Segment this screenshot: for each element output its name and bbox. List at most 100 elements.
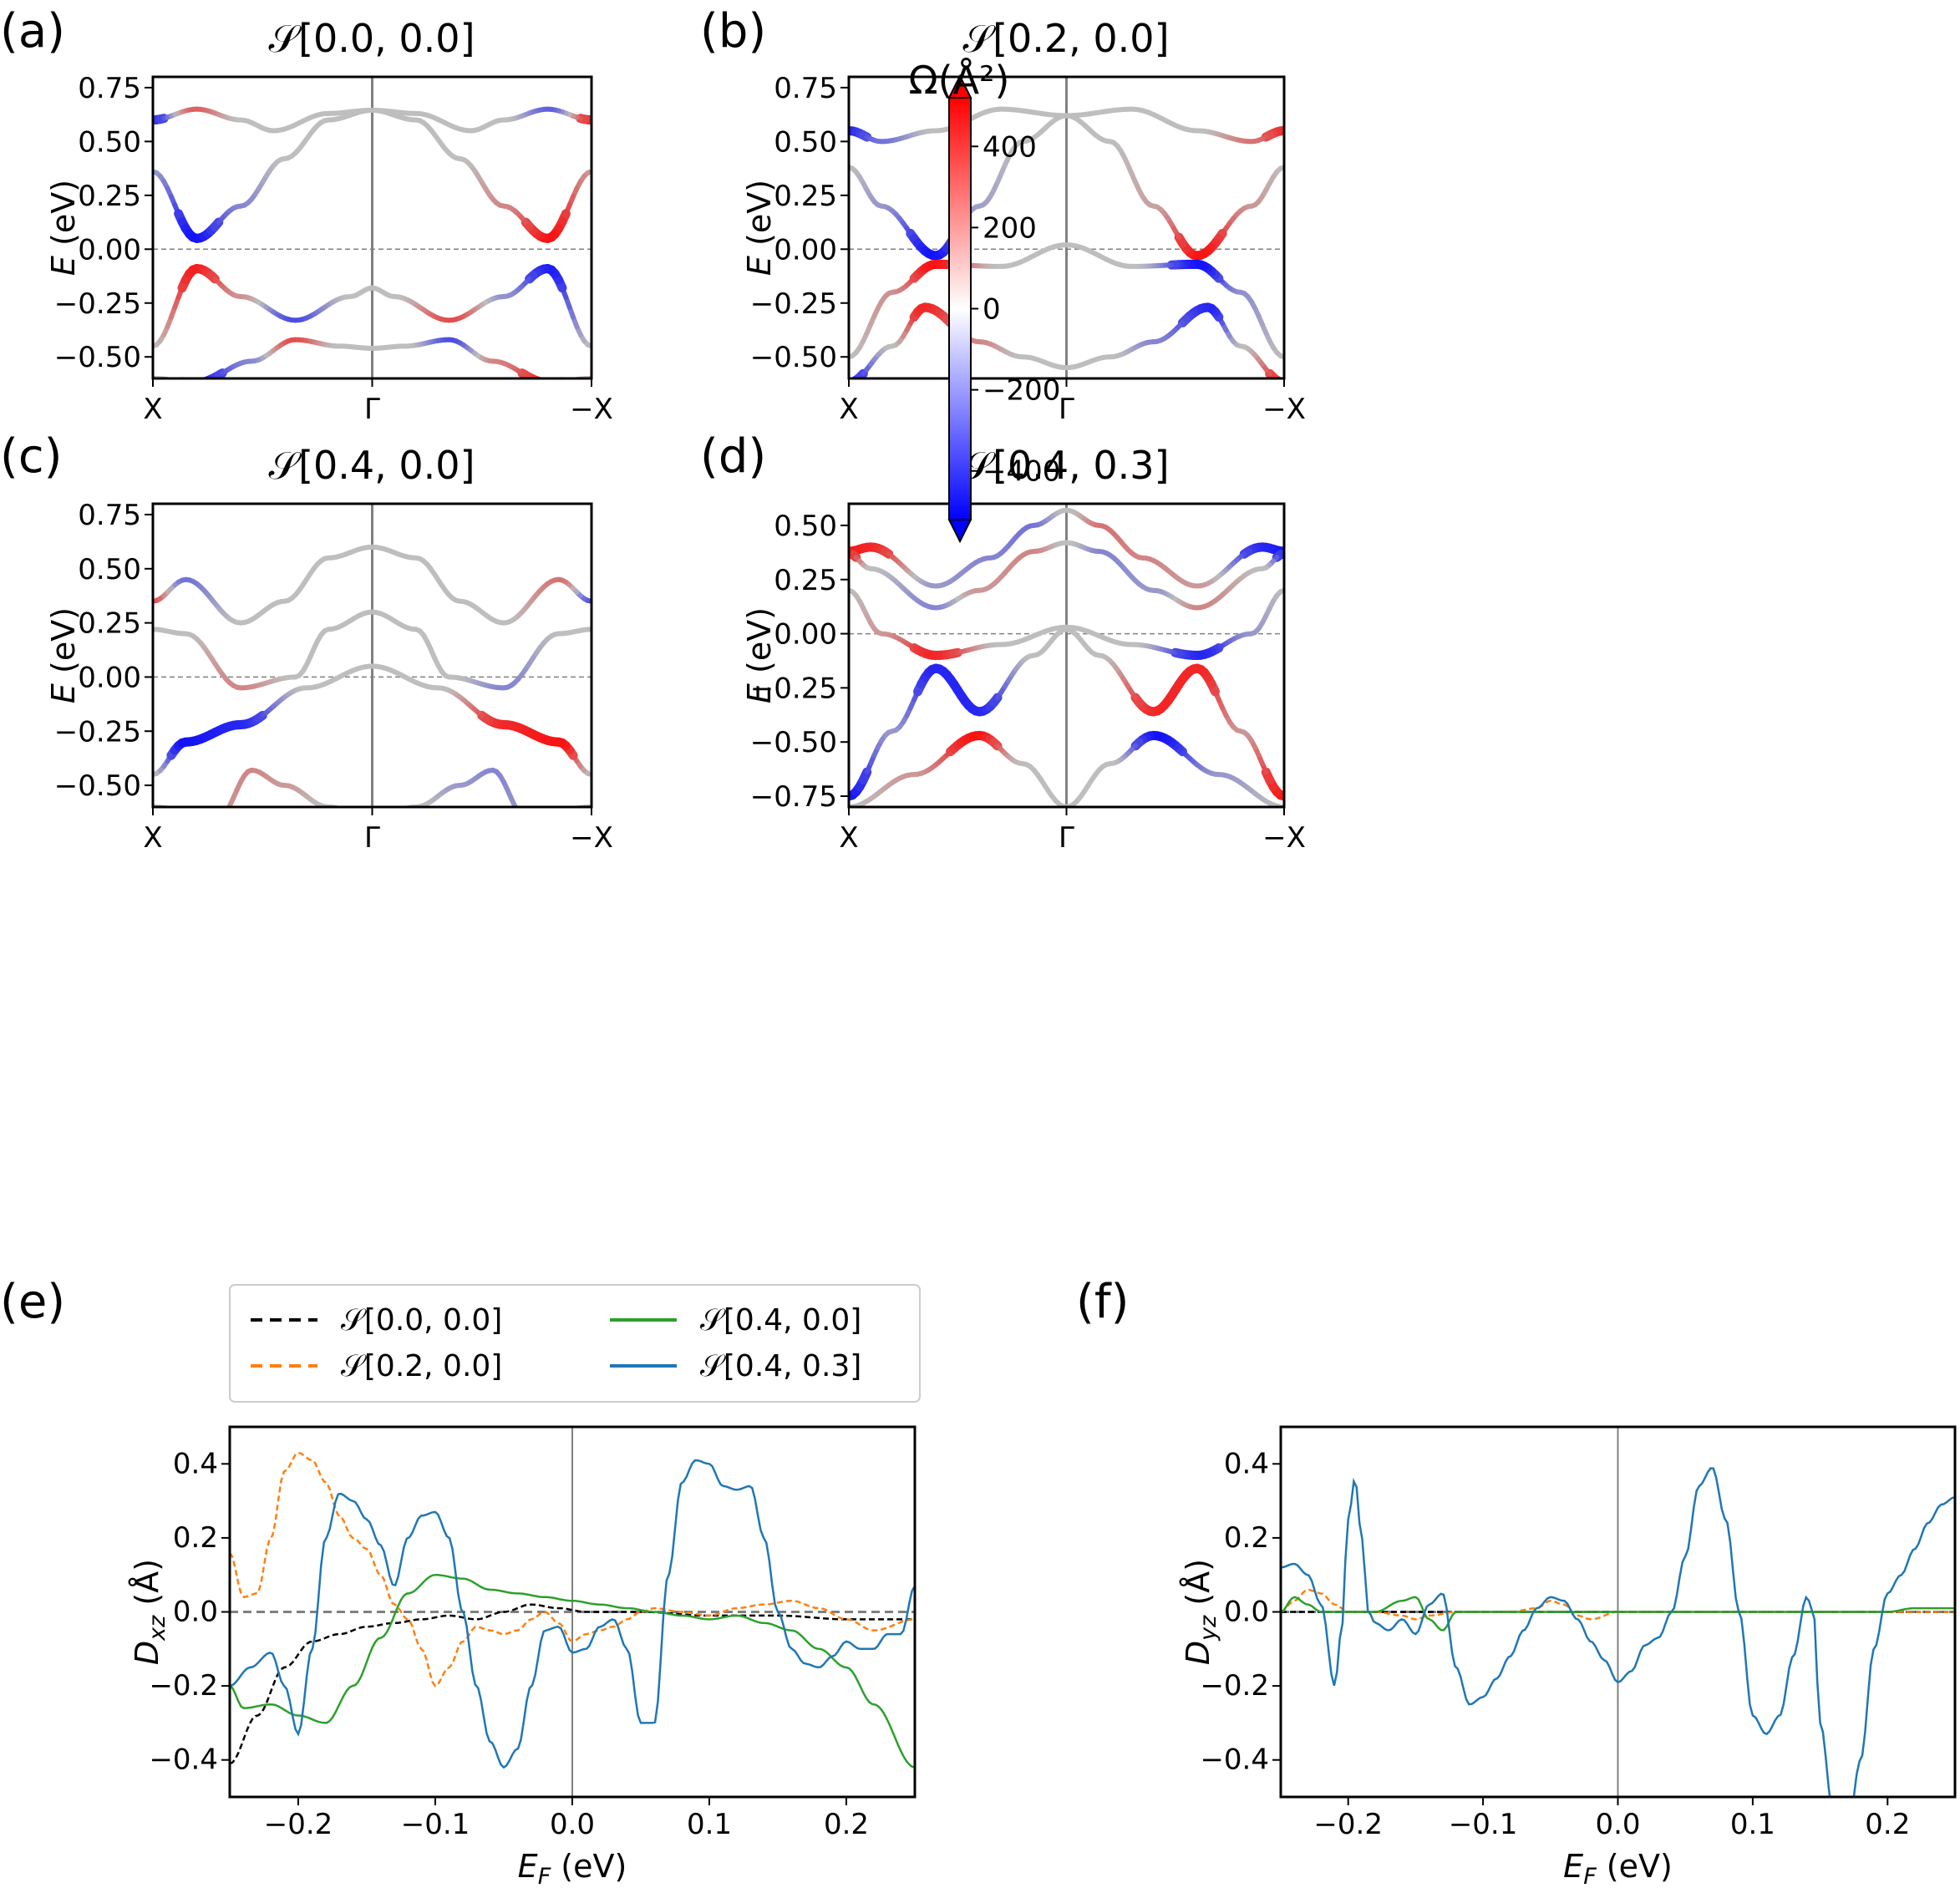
band-segment bbox=[337, 805, 343, 807]
y-tick-label: −0.50 bbox=[54, 341, 141, 374]
band-segment bbox=[398, 810, 401, 811]
colorbar-min-extend bbox=[947, 519, 972, 544]
band-segment bbox=[179, 381, 182, 382]
band-segment bbox=[541, 816, 544, 817]
x-tick-label: X bbox=[839, 393, 858, 426]
x-axis-subscript: F bbox=[1583, 1864, 1597, 1888]
y-tick-label: 0.0 bbox=[173, 1596, 218, 1629]
band-segment bbox=[358, 815, 361, 816]
band-segment bbox=[369, 285, 378, 292]
y-tick-label: −0.50 bbox=[54, 769, 141, 803]
line-plot-area-1 bbox=[1281, 1427, 1955, 1797]
band-segment bbox=[201, 816, 204, 817]
y-axis-symbol: D bbox=[1180, 1641, 1216, 1665]
band-segment bbox=[219, 816, 222, 818]
band-segment bbox=[551, 814, 555, 815]
legend-box bbox=[229, 1284, 921, 1403]
y-axis-label: E (eV) bbox=[45, 180, 82, 276]
y-tick-label: 0.50 bbox=[78, 553, 141, 586]
band-segment bbox=[198, 377, 207, 378]
legend-entry-label-0: 𝒮[0.0, 0.0] bbox=[341, 1303, 502, 1337]
y-tick-label: −0.75 bbox=[750, 780, 837, 814]
band-segment bbox=[347, 811, 350, 813]
panel-label: (d) bbox=[700, 429, 766, 484]
x-tick-label: −X bbox=[1262, 821, 1306, 855]
band-segment bbox=[570, 806, 575, 807]
band-curves-1 bbox=[849, 77, 1284, 378]
x-tick-label: 0.0 bbox=[550, 1808, 595, 1841]
band-segment bbox=[544, 815, 547, 816]
panel-title: 𝒮[0.4, 0.3] bbox=[962, 443, 1169, 488]
band-segment bbox=[379, 816, 383, 817]
y-axis-label: Dyz (Å) bbox=[1180, 1559, 1221, 1665]
band-segment bbox=[390, 812, 394, 814]
y-tick-label: −0.25 bbox=[54, 715, 141, 749]
band-segment bbox=[190, 814, 193, 815]
panel-label: (a) bbox=[0, 4, 65, 58]
band-segment bbox=[170, 806, 175, 807]
y-tick-label: 0.75 bbox=[78, 499, 141, 532]
panel-title: 𝒮[0.2, 0.0] bbox=[962, 16, 1169, 61]
band-segment bbox=[522, 816, 526, 818]
x-tick-label: −X bbox=[1262, 393, 1306, 426]
y-axis-unit: (eV) bbox=[741, 607, 778, 683]
band-segment bbox=[562, 810, 566, 811]
band-segment bbox=[179, 810, 182, 811]
y-tick-label: 0.50 bbox=[774, 510, 837, 543]
y-axis-unit: (eV) bbox=[45, 607, 82, 683]
band-panels: 0.75 0.50 0.25 0.00 −0.25 −0.50 X Γ −X E (eV) 𝒮[0.… bbox=[0, 4, 1306, 855]
colorbar-gradient bbox=[948, 97, 972, 520]
x-tick-label: X bbox=[839, 821, 858, 855]
colorbar-tick-label: −400 bbox=[983, 455, 1060, 489]
x-tick-label: −0.1 bbox=[401, 1808, 470, 1841]
band-segment bbox=[204, 816, 207, 817]
y-tick-label: 0.00 bbox=[774, 233, 837, 266]
series-line-3 bbox=[1281, 1467, 1955, 1797]
panel-label: (f) bbox=[1076, 1275, 1129, 1329]
y-axis-unit: (eV) bbox=[45, 180, 82, 256]
x-tick-label: −X bbox=[570, 393, 613, 426]
x-axis-unit: (eV) bbox=[1597, 1848, 1673, 1885]
y-axis-symbol: E bbox=[45, 256, 82, 276]
x-axis-symbol: E bbox=[1563, 1848, 1583, 1885]
y-tick-label: −0.25 bbox=[54, 287, 141, 321]
band-curves-2 bbox=[153, 504, 592, 818]
y-tick-label: 0.75 bbox=[78, 72, 141, 105]
legend-entry-label-1: 𝒮[0.2, 0.0] bbox=[341, 1349, 502, 1383]
y-axis-symbol: E bbox=[741, 683, 778, 703]
y-tick-label: 0.0 bbox=[1224, 1596, 1269, 1629]
band-segment bbox=[185, 812, 189, 813]
band-segment bbox=[401, 805, 408, 807]
x-axis-label: EF (eV) bbox=[1563, 1848, 1673, 1888]
y-tick-label: 0.25 bbox=[774, 180, 837, 213]
legend-entry-label-3: 𝒮[0.4, 0.3] bbox=[700, 1349, 861, 1383]
band-segment bbox=[350, 812, 353, 814]
y-tick-label: 0.50 bbox=[78, 125, 141, 159]
y-tick-label: 0.75 bbox=[774, 72, 837, 105]
y-axis-symbol: D bbox=[129, 1641, 165, 1665]
x-tick-label: Γ bbox=[364, 393, 380, 426]
y-tick-label: −0.4 bbox=[1200, 1743, 1269, 1777]
x-tick-label: Γ bbox=[364, 821, 380, 855]
band-segment bbox=[222, 812, 226, 816]
y-tick-label: −0.50 bbox=[750, 726, 837, 759]
x-tick-label: −0.1 bbox=[1449, 1808, 1518, 1841]
band-segment bbox=[537, 377, 546, 378]
band-segment bbox=[571, 805, 580, 807]
band-segment bbox=[165, 805, 173, 807]
y-axis-unit: (Å) bbox=[1180, 1559, 1216, 1616]
y-tick-label: 0.00 bbox=[78, 661, 141, 694]
y-tick-label: −0.25 bbox=[750, 672, 837, 705]
x-tick-label: −0.2 bbox=[1313, 1808, 1383, 1841]
x-tick-label: −0.2 bbox=[264, 1808, 333, 1841]
y-tick-label: 0.25 bbox=[78, 180, 141, 213]
y-tick-label: 0.2 bbox=[173, 1521, 218, 1555]
x-axis-subscript: F bbox=[538, 1864, 551, 1888]
y-tick-label: 0.4 bbox=[1224, 1447, 1269, 1480]
x-tick-label: 0.1 bbox=[687, 1808, 732, 1841]
band-segment bbox=[532, 376, 544, 378]
band-segment bbox=[1064, 627, 1073, 633]
band-segment bbox=[566, 381, 569, 382]
